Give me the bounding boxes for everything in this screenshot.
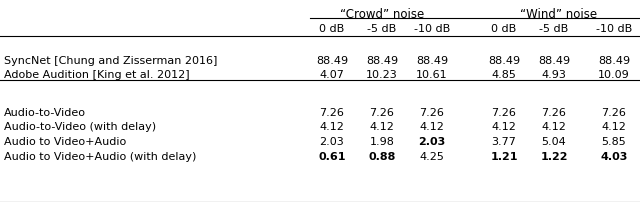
Text: Audio-to-Video: Audio-to-Video (4, 108, 86, 118)
Text: 4.12: 4.12 (492, 122, 516, 132)
Text: 10.09: 10.09 (598, 70, 630, 80)
Text: 2.03: 2.03 (319, 137, 344, 147)
Text: -5 dB: -5 dB (540, 24, 568, 34)
Text: 7.26: 7.26 (602, 108, 627, 118)
Text: 4.25: 4.25 (420, 152, 444, 162)
Text: 7.26: 7.26 (319, 108, 344, 118)
Text: 4.12: 4.12 (602, 122, 627, 132)
Text: 4.12: 4.12 (420, 122, 444, 132)
Text: 10.23: 10.23 (366, 70, 398, 80)
Text: 10.61: 10.61 (416, 70, 448, 80)
Text: -10 dB: -10 dB (414, 24, 450, 34)
Text: Adobe Audition [King et al. 2012]: Adobe Audition [King et al. 2012] (4, 70, 189, 80)
Text: 1.21: 1.21 (490, 152, 518, 162)
Text: “Crowd” noise: “Crowd” noise (340, 8, 424, 21)
Text: “Wind” noise: “Wind” noise (520, 8, 598, 21)
Text: SyncNet [Chung and Zisserman 2016]: SyncNet [Chung and Zisserman 2016] (4, 56, 218, 66)
Text: 7.26: 7.26 (541, 108, 566, 118)
Text: 7.26: 7.26 (492, 108, 516, 118)
Text: 4.07: 4.07 (319, 70, 344, 80)
Text: 0 dB: 0 dB (319, 24, 344, 34)
Text: Audio-to-Video (with delay): Audio-to-Video (with delay) (4, 122, 156, 132)
Text: 88.49: 88.49 (598, 56, 630, 66)
Text: 4.03: 4.03 (600, 152, 628, 162)
Text: 5.04: 5.04 (541, 137, 566, 147)
Text: -10 dB: -10 dB (596, 24, 632, 34)
Text: 88.49: 88.49 (488, 56, 520, 66)
Text: 88.49: 88.49 (366, 56, 398, 66)
Text: 5.85: 5.85 (602, 137, 627, 147)
Text: Audio to Video+Audio: Audio to Video+Audio (4, 137, 126, 147)
Text: 88.49: 88.49 (538, 56, 570, 66)
Text: Audio to Video+Audio (with delay): Audio to Video+Audio (with delay) (4, 152, 196, 162)
Text: 88.49: 88.49 (416, 56, 448, 66)
Text: 0.61: 0.61 (318, 152, 346, 162)
Text: 4.12: 4.12 (319, 122, 344, 132)
Text: 1.98: 1.98 (369, 137, 394, 147)
Text: 7.26: 7.26 (420, 108, 444, 118)
Text: 4.12: 4.12 (369, 122, 394, 132)
Text: 4.93: 4.93 (541, 70, 566, 80)
Text: 1.22: 1.22 (540, 152, 568, 162)
Text: 88.49: 88.49 (316, 56, 348, 66)
Text: 7.26: 7.26 (369, 108, 394, 118)
Text: 2.03: 2.03 (419, 137, 445, 147)
Text: -5 dB: -5 dB (367, 24, 397, 34)
Text: 4.12: 4.12 (541, 122, 566, 132)
Text: 4.85: 4.85 (492, 70, 516, 80)
Text: 3.77: 3.77 (492, 137, 516, 147)
Text: 0.88: 0.88 (368, 152, 396, 162)
Text: 0 dB: 0 dB (492, 24, 516, 34)
